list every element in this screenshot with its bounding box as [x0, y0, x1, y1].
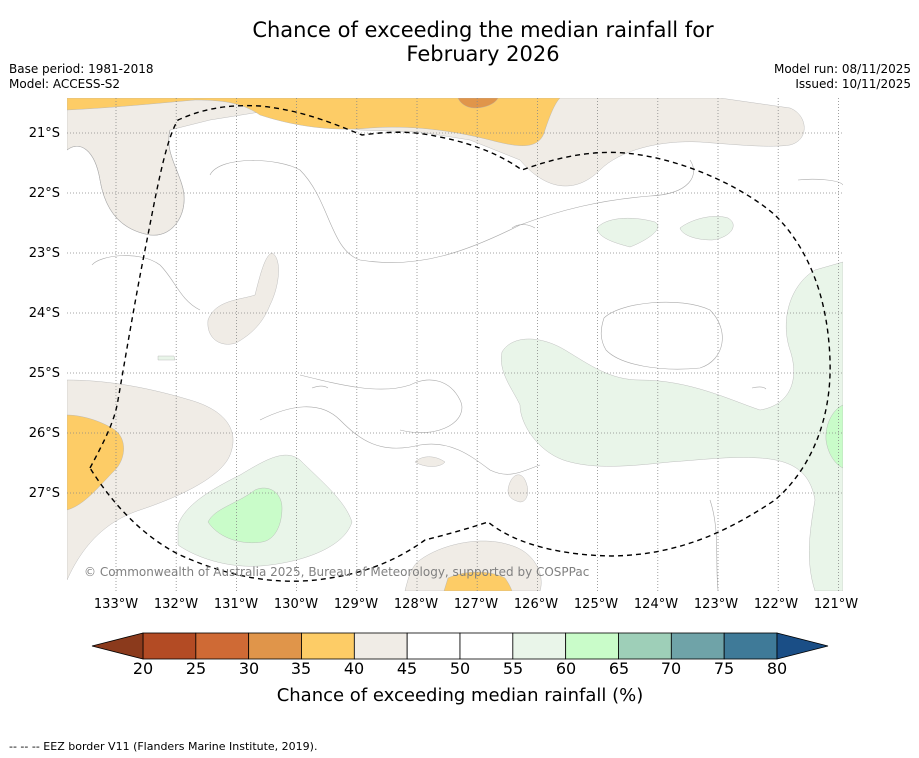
colorbar-tick: 60 — [555, 659, 577, 678]
colorbar-cell — [565, 632, 619, 660]
colorbar-cell — [512, 632, 567, 660]
issued-date: Issued: 10/11/2025 — [795, 77, 911, 91]
colorbar-tick: 75 — [713, 659, 735, 678]
below-median-region-south — [404, 540, 542, 591]
contour-line — [797, 178, 843, 186]
contour-line — [311, 385, 329, 389]
model-run: Model run: 08/11/2025 — [773, 62, 911, 76]
colorbar-cell — [353, 632, 408, 660]
lon-label: 132°W — [153, 597, 199, 612]
lon-label: 122°W — [753, 597, 799, 612]
lat-label: 23°S — [28, 246, 60, 261]
colorbar-tick: 80 — [766, 659, 788, 678]
wet-patch-southwest — [207, 487, 283, 543]
lon-label: 123°W — [693, 597, 739, 612]
colorbar-cell — [195, 632, 250, 660]
lon-label: 131°W — [213, 597, 259, 612]
colorbar-cell — [248, 632, 302, 660]
above-median-region-east — [501, 261, 843, 591]
lat-label: 21°S — [28, 126, 60, 141]
dry-region-south — [443, 571, 513, 591]
map-title: Chance of exceeding the median rainfall … — [0, 18, 919, 66]
colorbar-tick: 25 — [185, 659, 207, 678]
dry-region-west — [67, 414, 124, 511]
dry-region-top — [67, 98, 561, 146]
lat-label: 24°S — [28, 306, 60, 321]
colorbar-over-arrow — [776, 632, 829, 660]
lon-label: 124°W — [633, 597, 679, 612]
contour-line — [709, 499, 719, 591]
base-period: Base period: 1981-2018 — [9, 62, 154, 76]
above-median-patch-north-2 — [679, 216, 734, 241]
meta-right: Model run: 08/11/2025 Issued: 10/11/2025 — [774, 62, 911, 92]
above-median-patch-tiny — [157, 355, 176, 361]
colorbar-tick: 35 — [290, 659, 312, 678]
colorbar-under-arrow — [91, 632, 144, 660]
colorbar-tick: 50 — [449, 659, 471, 678]
colorbar-cell — [142, 632, 197, 660]
contour-line — [299, 374, 463, 433]
dry-strong-patch — [457, 98, 499, 109]
lon-label: 125°W — [573, 597, 619, 612]
colorbar-cell — [618, 632, 672, 660]
colorbar-cells — [142, 632, 778, 660]
lat-label: 26°S — [28, 426, 60, 441]
colorbar-cell — [459, 632, 514, 660]
colorbar-cell — [406, 632, 461, 660]
eez-legend-footer: -- -- -- EEZ border V11 (Flanders Marine… — [9, 740, 318, 753]
contour-line — [259, 406, 541, 475]
colorbar-tick: 40 — [343, 659, 365, 678]
copyright-notice: © Commonwealth of Australia 2025, Bureau… — [84, 565, 590, 579]
lon-label: 130°W — [273, 597, 319, 612]
lon-label: 128°W — [393, 597, 439, 612]
lat-label: 27°S — [28, 486, 60, 501]
colorbar-tick: 45 — [396, 659, 418, 678]
contour-lines — [67, 129, 843, 591]
lon-label: 127°W — [453, 597, 499, 612]
map-area — [67, 98, 843, 591]
contour-line — [209, 159, 694, 263]
colorbar-tick: 70 — [660, 659, 682, 678]
title-line-1: Chance of exceeding the median rainfall … — [252, 18, 714, 42]
colorbar-cell — [723, 632, 778, 660]
gridlines — [67, 98, 843, 591]
colorbar-label: Chance of exceeding median rainfall (%) — [276, 685, 644, 706]
colorbar-cell — [301, 632, 355, 660]
meta-left: Base period: 1981-2018 Model: ACCESS-S2 — [9, 62, 154, 92]
model-name: Model: ACCESS-S2 — [9, 77, 121, 91]
lon-label: 129°W — [333, 597, 379, 612]
colorbar-tick: 20 — [132, 659, 154, 678]
contour-line — [511, 224, 536, 229]
colorbar-tick: 55 — [502, 659, 524, 678]
lat-label: 22°S — [28, 186, 60, 201]
below-median-patch-small-2 — [507, 474, 528, 503]
above-median-patch-north-1 — [596, 217, 659, 248]
contour-line — [67, 129, 185, 236]
lon-label: 121°W — [813, 597, 859, 612]
colorbar-tick: 65 — [608, 659, 630, 678]
title-line-2: February 2026 — [406, 42, 560, 66]
colorbar-cell — [670, 632, 725, 660]
lat-label: 25°S — [28, 366, 60, 381]
contour-line — [91, 255, 201, 311]
contour-line — [751, 386, 767, 390]
below-median-patch-small-1 — [414, 456, 446, 467]
colorbar-tick: 30 — [238, 659, 260, 678]
eez-border — [89, 104, 831, 582]
contour-line — [600, 301, 723, 370]
lon-label: 126°W — [513, 597, 559, 612]
below-median-patch-center — [207, 252, 279, 345]
lon-label: 133°W — [93, 597, 139, 612]
